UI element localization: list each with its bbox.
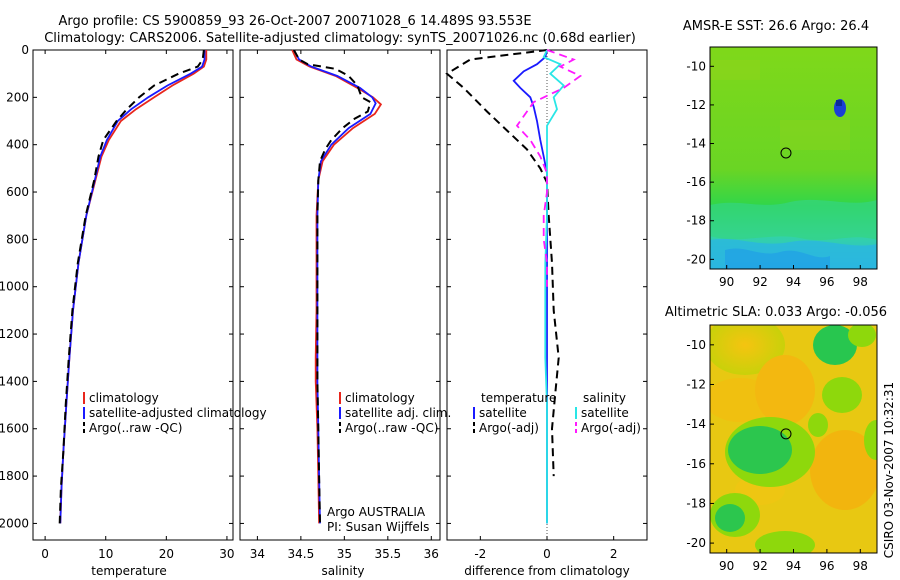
argo-pi-label: PI: Susan Wijffels bbox=[327, 520, 429, 534]
legend-label: satellite-adjusted climatology bbox=[89, 406, 267, 420]
salinity-panel: 34 34.5 35 35.5 36 salinity climatologysatel… bbox=[239, 49, 451, 578]
legend-heading-temperature: temperature bbox=[481, 391, 556, 405]
map-x-tick-label: 92 bbox=[752, 559, 767, 573]
sst-map-panel: AMSR-E SST: 26.6 Argo: 26.4 90 92 94 96 98 -1… bbox=[683, 19, 878, 289]
map-y-tick-label: -12 bbox=[686, 377, 706, 391]
y-tick-label: 1800 bbox=[0, 469, 29, 483]
series-line-salinity-satellite bbox=[542, 49, 565, 524]
series-line-climatology bbox=[291, 49, 383, 524]
difference-xlabel: difference from climatology bbox=[464, 564, 630, 578]
map-x-tick-label: 98 bbox=[853, 559, 868, 573]
salinity-lines bbox=[291, 49, 383, 524]
legend-label: Argo(-adj) bbox=[581, 421, 641, 435]
series-line-temperature-satellite bbox=[512, 49, 548, 524]
series-line-temperature-argo-adj- bbox=[445, 49, 560, 477]
sla-map-title: Altimetric SLA: 0.033 Argo: -0.056 bbox=[665, 305, 887, 320]
legend-label: satellite adj. clim. bbox=[345, 406, 451, 420]
legend-label: climatology bbox=[345, 391, 415, 405]
temperature-axes-box bbox=[32, 49, 234, 541]
y-tick-label: 200 bbox=[6, 90, 29, 104]
salinity-axes-box bbox=[239, 49, 441, 541]
map-y-tick-label: -18 bbox=[686, 496, 706, 510]
series-line-satellite-adjusted-climatology bbox=[59, 50, 206, 524]
y-tick-label: 400 bbox=[6, 138, 29, 152]
map-y-tick-label: -10 bbox=[686, 59, 706, 73]
x-tick-label: 30 bbox=[219, 547, 234, 561]
sla-argo-location-marker bbox=[780, 428, 792, 440]
temperature-lines bbox=[58, 49, 208, 524]
map-y-tick-label: -20 bbox=[686, 252, 706, 266]
legend-label: Argo(..raw -QC) bbox=[89, 421, 182, 435]
temperature-panel: 0 10 20 30 0 200 400 600 800 1000 1200 1400 1600 1800… bbox=[0, 43, 267, 578]
y-tick-label: 1600 bbox=[0, 422, 29, 436]
difference-lines bbox=[445, 49, 583, 524]
map-y-tick-label: -10 bbox=[686, 338, 706, 352]
x-tick-label: 20 bbox=[159, 547, 174, 561]
y-tick-label: 2000 bbox=[0, 516, 29, 530]
map-y-tick-label: -12 bbox=[686, 98, 706, 112]
map-x-tick-label: 98 bbox=[853, 275, 868, 289]
difference-legend: temperature salinitysatelliteArgo(-adj)sa… bbox=[473, 391, 641, 435]
map-x-tick-label: 94 bbox=[786, 275, 801, 289]
temperature-ticks: 0 10 20 30 0 200 400 600 800 1000 1200 1400 1600 1800… bbox=[0, 43, 235, 561]
x-tick-label: -2 bbox=[474, 547, 486, 561]
x-tick-label: 35.5 bbox=[374, 547, 401, 561]
legend-label: satellite bbox=[581, 406, 629, 420]
map-y-tick-label: -18 bbox=[686, 214, 706, 228]
sst-map-field bbox=[710, 47, 877, 269]
map-y-tick-label: -16 bbox=[686, 457, 706, 471]
sst-argo-location-marker bbox=[780, 147, 792, 159]
salinity-ticks: 34 34.5 35 35.5 36 bbox=[240, 49, 440, 561]
sla-map-ticks: 90 92 94 96 98 -10 -12 -14 -16 -18 -20 bbox=[686, 338, 868, 573]
sst-map-ticks: 90 92 94 96 98 -10 -12 -14 -16 -18 -20 bbox=[686, 59, 868, 289]
map-y-tick-label: -20 bbox=[686, 536, 706, 550]
map-x-tick-label: 96 bbox=[819, 559, 834, 573]
legend-label: satellite bbox=[479, 406, 527, 420]
sst-map-title: AMSR-E SST: 26.6 Argo: 26.4 bbox=[683, 19, 869, 34]
y-tick-label: 0 bbox=[21, 43, 29, 57]
x-tick-label: 34 bbox=[250, 547, 265, 561]
legend-heading-salinity: salinity bbox=[583, 391, 626, 405]
x-tick-label: 36 bbox=[424, 547, 439, 561]
sla-map-field bbox=[710, 325, 877, 553]
figure-title-line1: Argo profile: CS 5900859_93 26-Oct-2007 … bbox=[58, 14, 531, 29]
map-x-tick-label: 90 bbox=[719, 275, 734, 289]
figure-title-line2: Climatology: CARS2006. Satellite-adjuste… bbox=[44, 31, 636, 46]
x-tick-label: 34.5 bbox=[288, 547, 315, 561]
csiro-timestamp: CSIRO 03-Nov-2007 10:32:31 bbox=[882, 382, 896, 558]
x-tick-label: 2 bbox=[610, 547, 618, 561]
map-x-tick-label: 94 bbox=[786, 559, 801, 573]
y-tick-label: 600 bbox=[6, 185, 29, 199]
map-y-tick-label: -16 bbox=[686, 175, 706, 189]
x-tick-label: 0 bbox=[41, 547, 49, 561]
series-line-climatology bbox=[59, 50, 208, 524]
y-tick-label: 1000 bbox=[0, 280, 29, 294]
map-x-tick-label: 90 bbox=[719, 559, 734, 573]
difference-ticks: -2 0 2 bbox=[447, 49, 647, 561]
legend-label: climatology bbox=[89, 391, 159, 405]
map-y-tick-label: -14 bbox=[686, 137, 706, 151]
map-x-tick-label: 92 bbox=[752, 275, 767, 289]
map-y-tick-label: -14 bbox=[686, 417, 706, 431]
map-x-tick-label: 96 bbox=[819, 275, 834, 289]
y-tick-label: 1400 bbox=[0, 374, 29, 388]
difference-panel: -2 0 2 difference from climatology tempera… bbox=[445, 49, 648, 578]
series-line-argo-raw-qc- bbox=[293, 49, 372, 524]
y-tick-label: 1200 bbox=[0, 327, 29, 341]
temperature-xlabel: temperature bbox=[91, 564, 166, 578]
legend-label: Argo(..raw -QC) bbox=[345, 421, 438, 435]
x-tick-label: 0 bbox=[543, 547, 551, 561]
series-line-salinity-argo-adj- bbox=[515, 49, 583, 287]
x-tick-label: 35 bbox=[337, 547, 352, 561]
argo-program-label: Argo AUSTRALIA bbox=[327, 505, 426, 519]
salinity-xlabel: salinity bbox=[321, 564, 364, 578]
sla-map-panel: Altimetric SLA: 0.033 Argo: -0.056 90 92 9… bbox=[665, 305, 887, 573]
series-line-argo-raw-qc- bbox=[58, 49, 205, 524]
legend-label: Argo(-adj) bbox=[479, 421, 539, 435]
x-tick-label: 10 bbox=[98, 547, 113, 561]
y-tick-label: 800 bbox=[6, 232, 29, 246]
